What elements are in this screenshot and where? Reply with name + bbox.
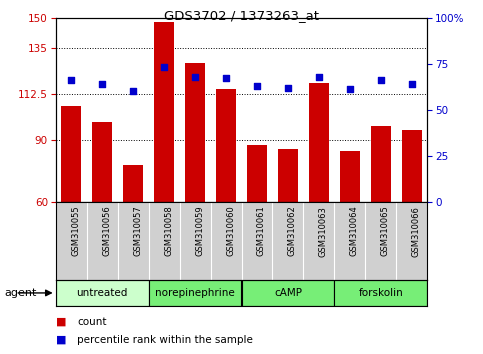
Bar [371,126,391,202]
Text: cAMP: cAMP [274,288,302,298]
Point [315,74,323,79]
Point [67,78,75,83]
Point [191,74,199,79]
Bar [216,89,236,202]
Bar [340,151,360,202]
Point [98,81,106,87]
Text: GSM310056: GSM310056 [102,206,111,256]
Text: GSM310063: GSM310063 [319,206,328,257]
Text: GSM310060: GSM310060 [226,206,235,256]
Text: GSM310057: GSM310057 [133,206,142,256]
Point [160,64,168,70]
Text: GSM310061: GSM310061 [257,206,266,256]
Text: GSM310055: GSM310055 [71,206,80,256]
Point [377,78,385,83]
Text: ■: ■ [56,335,66,345]
Text: GSM310058: GSM310058 [164,206,173,256]
Text: agent: agent [5,288,37,298]
Bar [149,280,242,306]
Bar [334,280,427,306]
Bar [56,280,149,306]
Bar [247,144,267,202]
Point [408,81,416,87]
Bar [61,105,81,202]
Bar [185,63,205,202]
Text: untreated: untreated [76,288,128,298]
Bar [123,165,143,202]
Text: GSM310062: GSM310062 [288,206,297,256]
Text: GSM310064: GSM310064 [350,206,359,256]
Point [253,83,261,88]
Point [222,76,230,81]
Text: forskolin: forskolin [358,288,403,298]
Bar [154,22,174,202]
Text: GSM310059: GSM310059 [195,206,204,256]
Text: GSM310065: GSM310065 [381,206,390,256]
Bar [278,149,298,202]
Bar [92,122,112,202]
Text: count: count [77,317,107,327]
Bar [309,83,329,202]
Point [346,87,354,92]
Text: GSM310066: GSM310066 [412,206,421,257]
Bar [242,280,334,306]
Text: norepinephrine: norepinephrine [155,288,235,298]
Text: GDS3702 / 1373263_at: GDS3702 / 1373263_at [164,9,319,22]
Point [129,88,137,94]
Text: ■: ■ [56,317,66,327]
Bar [402,130,422,202]
Text: percentile rank within the sample: percentile rank within the sample [77,335,253,345]
Point [284,85,292,91]
